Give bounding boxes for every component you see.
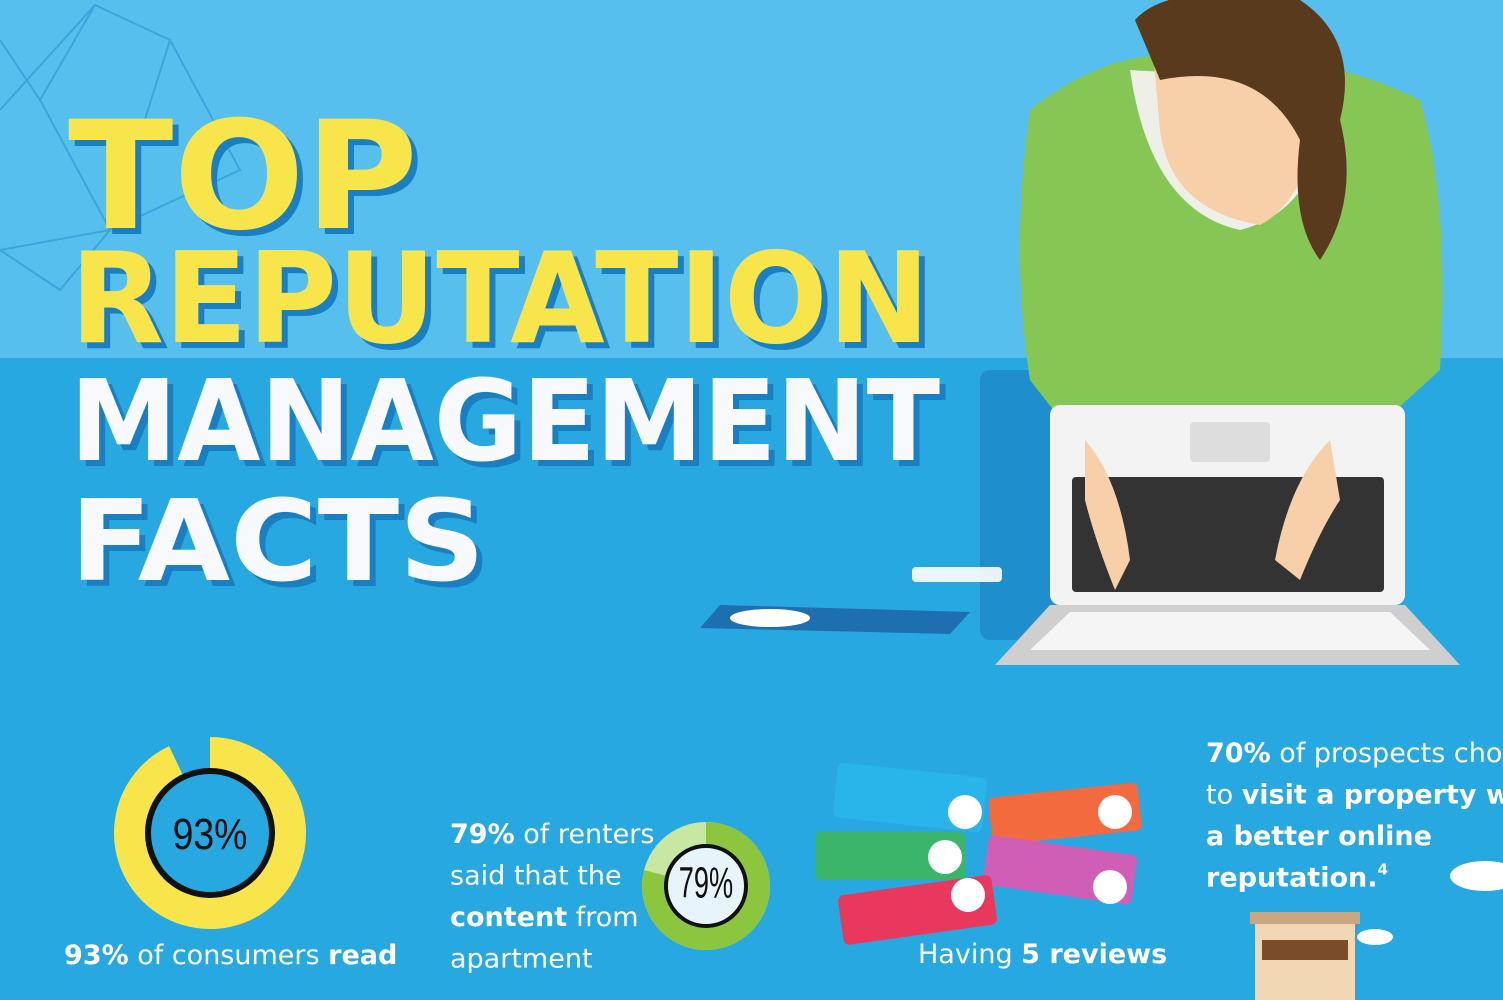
ring-arc <box>114 737 306 929</box>
network-lines <box>0 3 242 292</box>
fact-line: said that the <box>450 861 622 892</box>
fact-line: apartment <box>450 944 593 975</box>
review-bubbles <box>815 762 1142 945</box>
bold-text: 5 reviews <box>1021 939 1167 970</box>
building <box>1250 912 1360 1000</box>
fact-line: to visit a property wit <box>1206 780 1503 811</box>
bold-text: content <box>450 902 567 933</box>
bold-text: visit a property wit <box>1242 780 1503 811</box>
title-line: TOP <box>68 90 418 264</box>
text: of renters <box>515 819 655 850</box>
text: 4 <box>1378 861 1388 879</box>
bold-text: read <box>328 940 397 971</box>
fact-line: Having 5 reviews <box>918 939 1167 970</box>
fact-line: 70% of prospects chos <box>1206 738 1503 769</box>
text: to <box>1206 780 1242 811</box>
title-line: MANAGEMENT <box>70 357 940 487</box>
fact-line: content from <box>450 902 639 933</box>
ring-label: 93% <box>173 810 248 859</box>
illustration <box>700 0 1460 665</box>
fact-line: a better online <box>1206 821 1432 852</box>
text: said that the <box>450 861 622 892</box>
bold-text: reputation. <box>1206 863 1378 894</box>
fact-line: reputation.4 <box>1206 861 1388 894</box>
ring-arc <box>642 822 770 950</box>
fact-line: 79% of renters <box>450 819 654 850</box>
ring-center <box>145 768 275 898</box>
ring-center <box>664 844 748 928</box>
text: from <box>567 902 638 933</box>
title-line: REPUTATION <box>70 225 930 372</box>
clouds <box>1357 861 1503 945</box>
fact-line: 93% of consumers read <box>64 940 397 971</box>
bold-text: 79% <box>450 819 515 850</box>
text: Having <box>918 939 1021 970</box>
bold-text: 70% <box>1206 738 1271 769</box>
text: apartment <box>450 944 593 975</box>
text: of prospects chos <box>1271 738 1503 769</box>
bold-text: a better online <box>1206 821 1432 852</box>
text: of consumers <box>129 940 329 971</box>
title-line: FACTS <box>70 477 485 607</box>
bold-text: 93% <box>64 940 129 971</box>
ring-label: 79% <box>679 859 733 908</box>
